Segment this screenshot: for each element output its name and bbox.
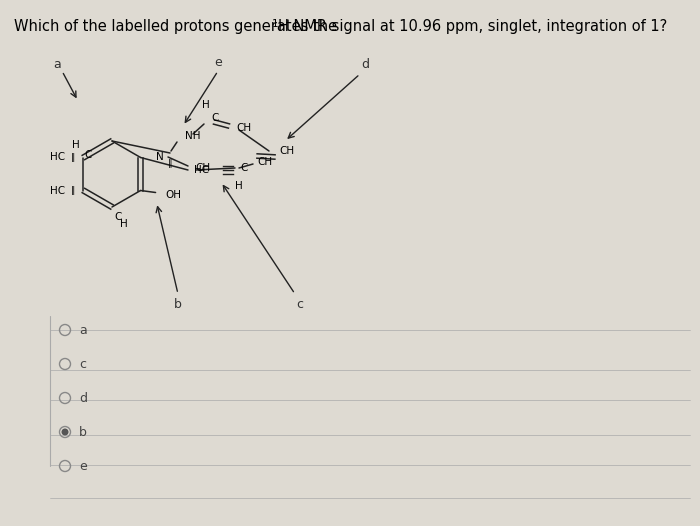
Text: NH: NH	[185, 131, 200, 141]
Text: H: H	[120, 219, 127, 229]
Text: b: b	[174, 298, 182, 310]
Text: OH: OH	[166, 189, 181, 199]
Text: a: a	[53, 57, 61, 70]
Text: H NMR signal at 10.96 ppm, singlet, integration of 1?: H NMR signal at 10.96 ppm, singlet, inte…	[278, 19, 667, 34]
Text: CH: CH	[279, 146, 294, 156]
Text: H: H	[235, 181, 243, 191]
Text: CH: CH	[257, 157, 272, 167]
Text: H: H	[202, 100, 210, 110]
Text: HC: HC	[194, 165, 209, 175]
Text: C: C	[211, 113, 218, 123]
Text: d: d	[361, 58, 369, 72]
Text: N: N	[156, 152, 164, 162]
Text: CH: CH	[195, 163, 210, 173]
Text: C: C	[240, 163, 247, 173]
Text: C: C	[85, 149, 92, 159]
Text: b: b	[79, 426, 87, 439]
Text: d: d	[79, 391, 87, 404]
Circle shape	[62, 429, 69, 436]
Text: c: c	[79, 358, 86, 370]
Text: a: a	[79, 323, 87, 337]
Text: ‖: ‖	[71, 153, 76, 162]
Text: ‖: ‖	[71, 186, 76, 195]
Text: CH: CH	[236, 123, 251, 133]
Text: Which of the labelled protons generates the: Which of the labelled protons generates …	[14, 19, 342, 34]
Text: H: H	[71, 140, 79, 150]
Text: 1: 1	[272, 19, 279, 29]
Text: e: e	[214, 56, 222, 68]
Text: HC: HC	[50, 186, 65, 196]
Text: HC: HC	[50, 153, 65, 163]
Text: e: e	[79, 460, 87, 472]
Text: ‖: ‖	[168, 159, 172, 168]
Text: c: c	[297, 298, 304, 310]
Text: C: C	[114, 212, 121, 222]
